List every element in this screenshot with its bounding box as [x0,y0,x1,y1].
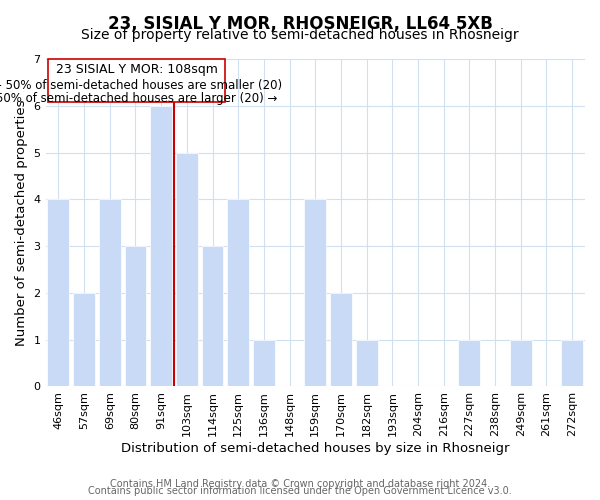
FancyBboxPatch shape [48,59,226,102]
Bar [125,246,146,386]
Bar [47,200,70,386]
Bar [253,340,275,386]
Text: Contains HM Land Registry data © Crown copyright and database right 2024.: Contains HM Land Registry data © Crown c… [110,479,490,489]
X-axis label: Distribution of semi-detached houses by size in Rhosneigr: Distribution of semi-detached houses by … [121,442,509,455]
Bar [73,293,95,386]
Bar [458,340,481,386]
Bar [330,293,352,386]
Y-axis label: Number of semi-detached properties: Number of semi-detached properties [15,100,28,346]
Bar [510,340,532,386]
Bar [356,340,377,386]
Text: Size of property relative to semi-detached houses in Rhosneigr: Size of property relative to semi-detach… [81,28,519,42]
Bar [202,246,223,386]
Text: 23, SISIAL Y MOR, RHOSNEIGR, LL64 5XB: 23, SISIAL Y MOR, RHOSNEIGR, LL64 5XB [107,15,493,33]
Bar [150,106,172,386]
Text: ← 50% of semi-detached houses are smaller (20): ← 50% of semi-detached houses are smalle… [0,78,282,92]
Bar [176,152,198,386]
Text: 50% of semi-detached houses are larger (20) →: 50% of semi-detached houses are larger (… [0,92,277,105]
Text: Contains public sector information licensed under the Open Government Licence v3: Contains public sector information licen… [88,486,512,496]
Text: 23 SISIAL Y MOR: 108sqm: 23 SISIAL Y MOR: 108sqm [56,63,218,76]
Bar [99,200,121,386]
Bar [227,200,249,386]
Bar [561,340,583,386]
Bar [304,200,326,386]
